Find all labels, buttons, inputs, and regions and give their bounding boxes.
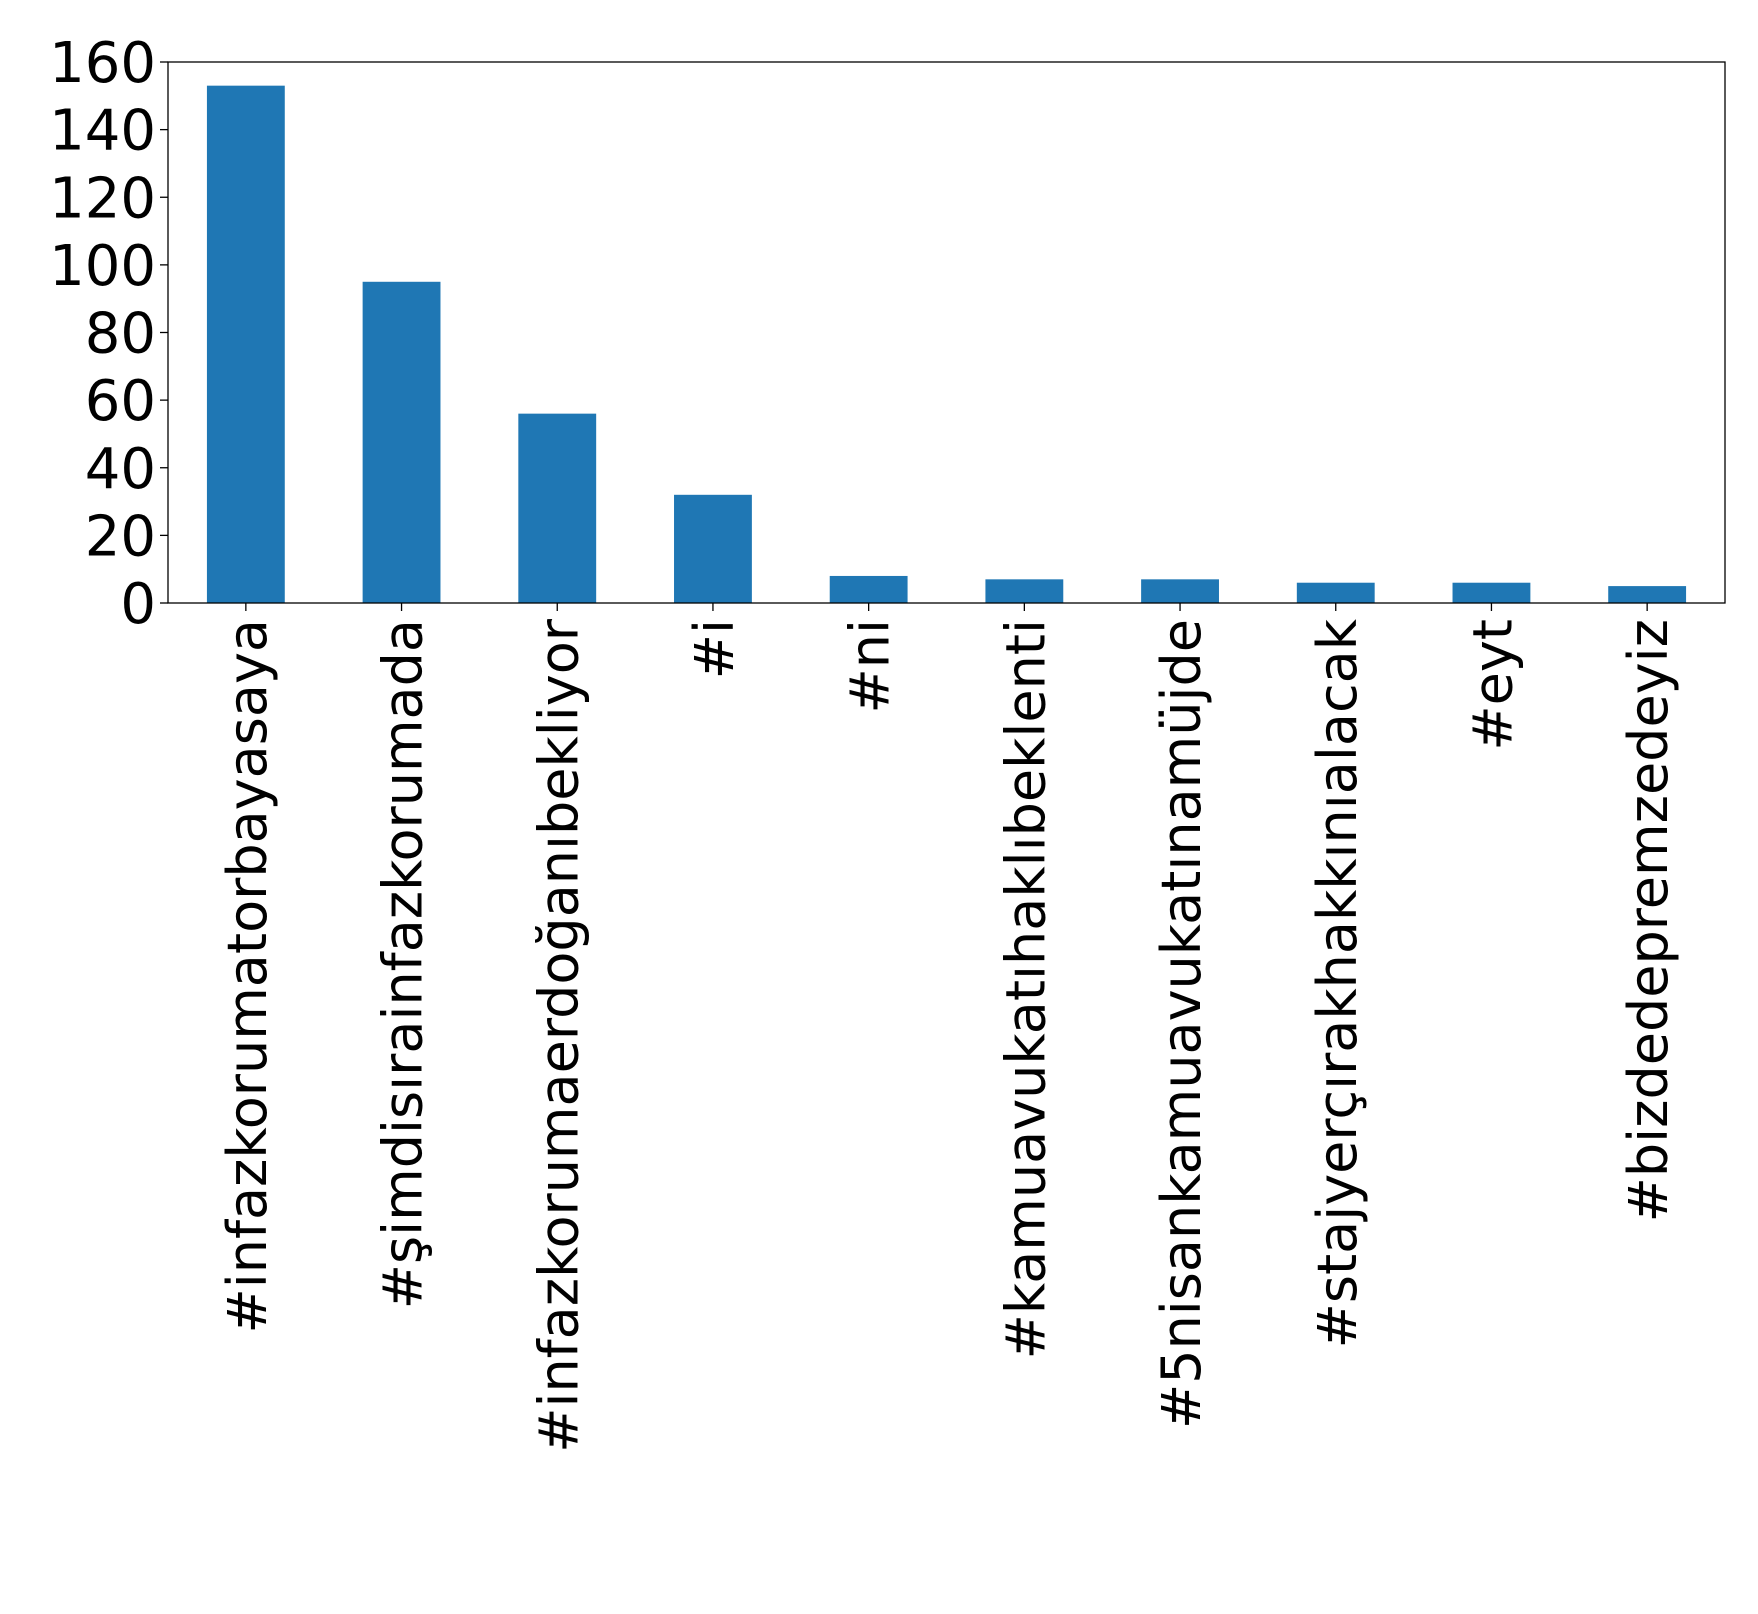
bars-group	[206, 85, 1687, 603]
x-tick-label-7: #stajyerçırakhakkınıalacak	[1306, 618, 1369, 1348]
x-tick-label-8: #eyt	[1461, 619, 1524, 751]
bar-9	[1608, 586, 1687, 603]
x-tick-label-1: #şimdisırainfazkorumada	[372, 619, 435, 1309]
x-axis-ticks: #infazkorumatorbayasaya #şimdisırainfazko…	[216, 603, 1680, 1453]
bar-3	[674, 494, 752, 603]
bar-0	[206, 85, 285, 603]
bar-6	[1141, 579, 1219, 603]
y-tick-label-2: 40	[85, 437, 156, 502]
bar-1	[362, 281, 441, 603]
y-tick-label-8: 160	[49, 31, 156, 96]
x-tick-label-5: #kamuavukatıhaklıbeklenti	[994, 619, 1057, 1359]
x-tick-label-4: #ni	[839, 619, 902, 713]
y-tick-label-3: 60	[85, 369, 156, 434]
x-tick-label-6: #5nisankamuavukatınamüjde	[1150, 619, 1213, 1429]
y-tick-label-4: 80	[85, 302, 156, 367]
y-tick-label-1: 20	[85, 504, 156, 569]
bar-5	[985, 579, 1064, 603]
x-tick-label-0: #infazkorumatorbayasaya	[216, 619, 279, 1334]
x-tick-label-3: #i	[683, 619, 746, 679]
bar-8	[1452, 582, 1531, 603]
y-tick-label-5: 100	[49, 234, 156, 299]
bar-2	[518, 413, 597, 603]
x-tick-label-2: #infazkorumaerdoğanıbekliyor	[527, 618, 590, 1453]
y-tick-label-6: 120	[49, 166, 156, 231]
y-tick-label-7: 140	[49, 99, 156, 164]
bar-7	[1296, 582, 1375, 603]
bar-4	[829, 575, 908, 603]
x-tick-label-9: #bizdedepremzedeyiz	[1617, 619, 1680, 1222]
y-tick-label-0: 0	[120, 572, 156, 637]
plot-frame	[167, 61, 1726, 604]
